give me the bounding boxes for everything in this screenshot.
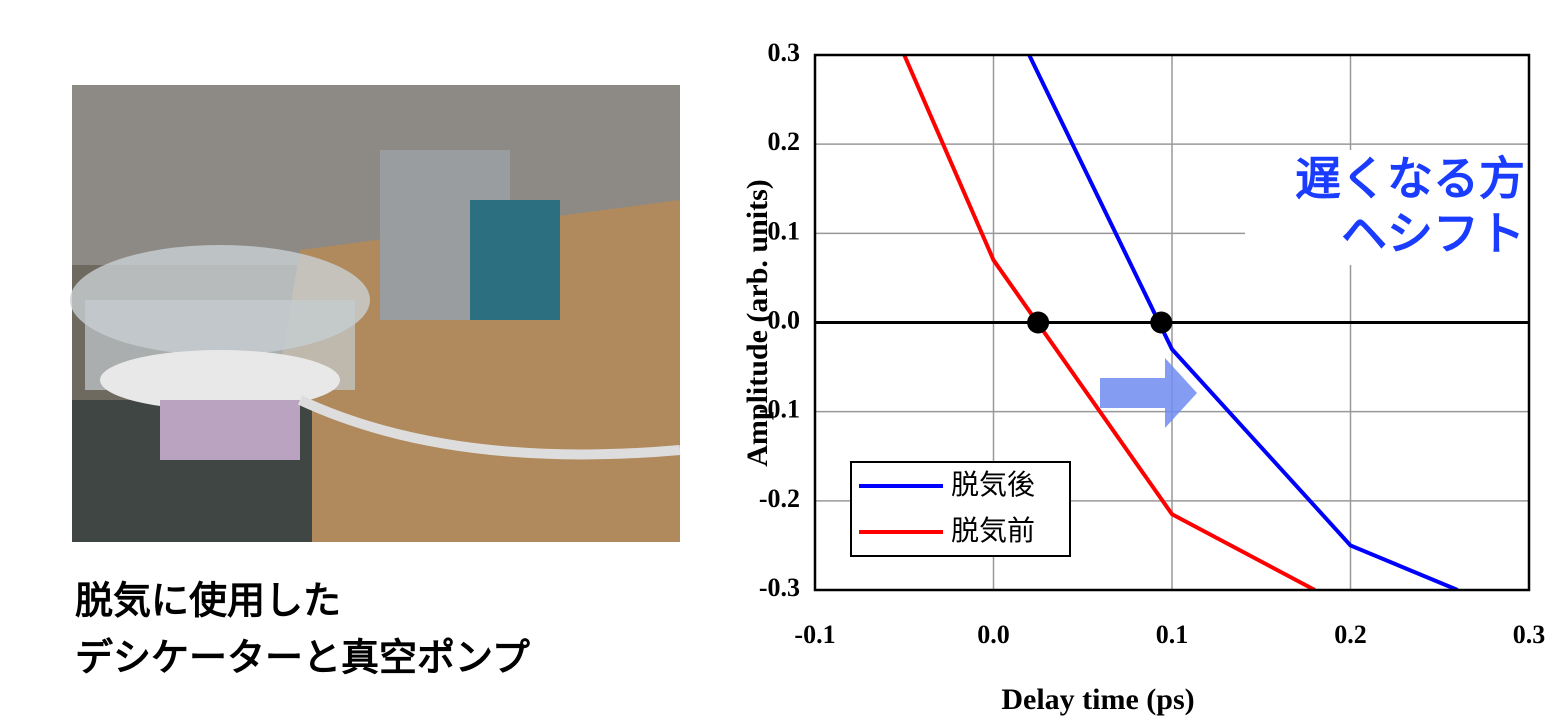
y-tick-label: -0.3: [759, 573, 800, 602]
y-axis-label: Amplitude (arb. units): [741, 179, 774, 467]
x-tick-label: 0.0: [977, 620, 1010, 649]
y-tick-label: -0.2: [759, 484, 800, 513]
x-tick-label: 0.1: [1156, 620, 1189, 649]
annotation: 遅くなる方: [1295, 152, 1525, 206]
photo: [70, 85, 680, 542]
photo-caption: デシケーターと真空ポンプ: [75, 636, 530, 680]
x-tick-label: 0.2: [1334, 620, 1367, 649]
x-axis-label: Delay time (ps): [1001, 683, 1194, 716]
annotation: ヘシフト: [1341, 207, 1525, 261]
legend-label: 脱気前: [951, 514, 1035, 547]
marker: [1150, 312, 1172, 334]
photo-caption: 脱気に使用した: [75, 579, 341, 623]
shift-arrow: [1100, 358, 1197, 428]
y-tick-label: 0.3: [768, 38, 801, 67]
x-tick-label: -0.1: [794, 620, 835, 649]
x-tick-label: 0.3: [1513, 620, 1546, 649]
y-tick-label: 0.2: [768, 127, 801, 156]
marker: [1027, 312, 1049, 334]
legend-label: 脱気後: [951, 468, 1035, 501]
slide: 脱気に使用した デシケーターと真空ポンプ -0.1 0.0 0.1 0.2 0.3 -0.…: [0, 0, 1564, 721]
